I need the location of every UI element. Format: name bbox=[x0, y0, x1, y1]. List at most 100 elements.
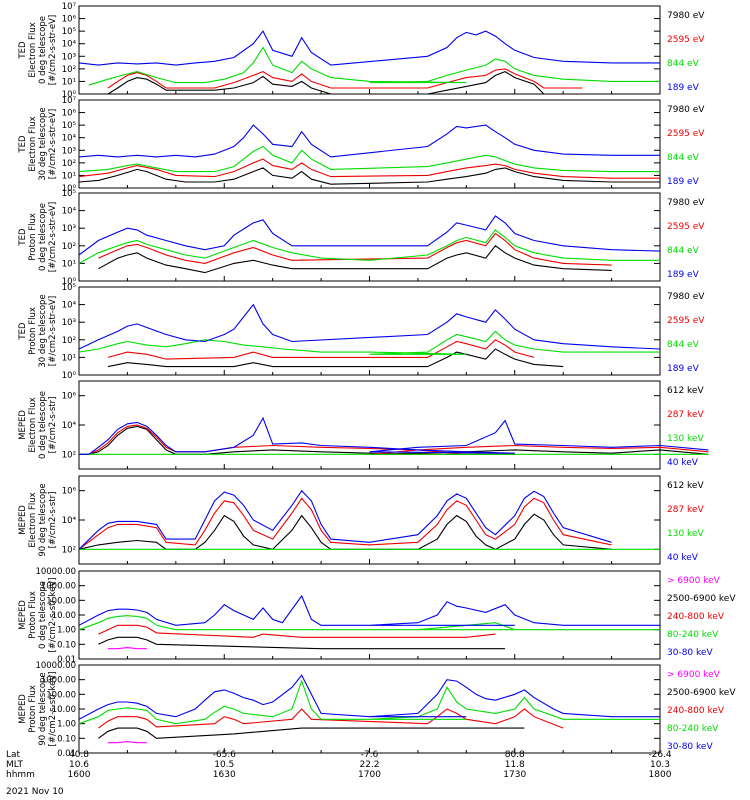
y-tick-label: 10⁴ bbox=[62, 207, 77, 217]
series-line-blue bbox=[78, 594, 660, 626]
y-axis-label-line: Proton Flux bbox=[28, 685, 38, 733]
legend-item-black: 2500-6900 keV bbox=[667, 594, 736, 604]
legend-item-green: 130 keV bbox=[667, 434, 704, 444]
legend-item-blue: 189 eV bbox=[667, 83, 700, 93]
footer-row-label: MLT bbox=[6, 760, 24, 770]
panel-frame bbox=[78, 286, 661, 376]
legend-item-blue: 189 eV bbox=[667, 270, 700, 280]
y-tick-label: 1000.00 bbox=[41, 582, 76, 592]
legend-item-red: 240-800 keV bbox=[667, 706, 725, 716]
y-tick-label: 10⁵ bbox=[62, 283, 76, 293]
series-line-red bbox=[79, 424, 709, 455]
series-line-magenta bbox=[108, 741, 147, 744]
y-tick-label: 10² bbox=[62, 242, 76, 252]
y-axis-label-line: 90 deg telescope bbox=[38, 672, 48, 745]
y-tick-label: 10⁴ bbox=[62, 516, 77, 526]
legend-item-magenta: > 6900 keV bbox=[667, 670, 721, 680]
y-tick-label: 0.10 bbox=[57, 640, 76, 650]
series-line-blue bbox=[78, 303, 661, 350]
y-tick-label: 10⁷ bbox=[62, 96, 77, 106]
footer-mlt-value: 22.2 bbox=[359, 760, 379, 770]
legend-item-red: 2595 eV bbox=[667, 35, 705, 45]
y-tick-label: 1.00 bbox=[57, 720, 76, 730]
y-axis-label-line: 0 deg telescope bbox=[38, 391, 48, 459]
footer-hhmm-value: 1600 bbox=[68, 770, 91, 780]
y-tick-label: 10⁴ bbox=[62, 40, 77, 50]
y-tick-label: 10⁶ bbox=[62, 392, 77, 402]
y-axis-label-line: MEPED bbox=[18, 505, 28, 535]
y-tick-label: 10000.00 bbox=[35, 661, 76, 671]
panel-frame bbox=[78, 5, 661, 95]
legend-item-blue: 189 eV bbox=[667, 364, 700, 374]
series-line-blue bbox=[79, 416, 709, 455]
series-line-green bbox=[88, 46, 660, 86]
footer-mlt-value: 11.8 bbox=[505, 760, 525, 770]
y-tick-label: 10² bbox=[62, 159, 76, 169]
y-tick-label: 10⁴ bbox=[62, 134, 77, 144]
y-tick-label: 0.10 bbox=[57, 734, 76, 744]
footer-lat-value: -65.6 bbox=[213, 750, 237, 760]
y-tick-label: 10² bbox=[62, 450, 76, 460]
y-tick-label: 10⁵ bbox=[62, 27, 76, 37]
panel-frame bbox=[78, 99, 661, 189]
legend-item-blue: 30-80 keV bbox=[667, 648, 713, 658]
legend-item-black: 7980 eV bbox=[667, 292, 705, 302]
y-tick-label: 10⁵ bbox=[62, 189, 76, 199]
series-line-green bbox=[78, 229, 660, 264]
legend-item-black: 612 keV bbox=[667, 386, 704, 396]
legend-item-green: 844 eV bbox=[667, 340, 700, 350]
y-axis-label-line: [#/cm2-s-str-keV] bbox=[48, 672, 58, 747]
y-axis-label-line: Electron Flux bbox=[28, 22, 38, 77]
panel-5: 10² 10⁴ 10⁶ MEPED Electron Flux 0 deg telesco… bbox=[18, 380, 709, 470]
footer-hhmm-value: 1800 bbox=[649, 770, 672, 780]
legend-item-black: 612 keV bbox=[667, 481, 704, 491]
y-axis-label-line: [#/cm2-s-str-eV] bbox=[48, 202, 58, 272]
footer-mlt-value: 10.5 bbox=[214, 760, 234, 770]
y-axis-label-line: Electron Flux bbox=[28, 116, 38, 171]
y-tick-label: 10.00 bbox=[52, 705, 76, 715]
series-line-black bbox=[107, 348, 564, 368]
y-axis-label-line: 0 deg telescope bbox=[38, 581, 48, 649]
legend-item-red: 287 keV bbox=[667, 505, 704, 515]
y-tick-label: 10⁰ bbox=[62, 90, 77, 100]
footer-mlt-value: 10.6 bbox=[69, 760, 89, 770]
footer-mlt-value: 10.3 bbox=[650, 760, 670, 770]
series-line-red bbox=[78, 158, 660, 179]
y-tick-label: 10³ bbox=[62, 318, 76, 328]
footer-lat-value: -26.4 bbox=[648, 750, 672, 760]
legend-item-blue: 40 keV bbox=[667, 553, 699, 563]
y-axis-label-line: MEPED bbox=[18, 600, 28, 630]
footer-hhmm-value: 1630 bbox=[213, 770, 236, 780]
panel-frame bbox=[78, 380, 661, 470]
y-tick-label: 10³ bbox=[62, 52, 76, 62]
series-line-green bbox=[78, 679, 660, 725]
panel-8: 0.01 0.10 1.00 10.00 100.00 1000.00 10000.00 ME… bbox=[18, 661, 736, 759]
y-tick-label: 10² bbox=[62, 545, 76, 555]
series-line-blue bbox=[78, 124, 660, 158]
panel-1: 10⁰ 10¹ 10² 10³ 10⁴ 10⁵ 10⁶ 10⁷ TED Electron Flux… bbox=[18, 2, 705, 100]
panel-frame bbox=[78, 664, 661, 754]
y-tick-label: 10² bbox=[62, 65, 76, 75]
series-line-red bbox=[107, 68, 583, 89]
y-axis-label-line: Proton Flux bbox=[28, 307, 38, 355]
y-axis-label-line: [#/cm2-s-str] bbox=[48, 397, 58, 454]
legend-item-blue: 189 eV bbox=[667, 177, 700, 187]
y-tick-label: 100.00 bbox=[46, 596, 76, 606]
y-axis-label-line: MEPED bbox=[18, 410, 28, 440]
series-line-magenta bbox=[108, 647, 147, 650]
panel-frame bbox=[78, 192, 661, 282]
y-tick-label: 10¹ bbox=[62, 171, 76, 181]
y-axis-label-line: [#/cm2-s-str-eV] bbox=[48, 15, 58, 85]
y-tick-label: 10⁵ bbox=[62, 121, 76, 131]
y-tick-label: 100.00 bbox=[46, 690, 76, 700]
footer-lat-value: 80.8 bbox=[505, 750, 525, 760]
y-tick-label: 10¹ bbox=[62, 77, 76, 87]
series-line-red bbox=[107, 339, 535, 360]
y-tick-label: 0.01 bbox=[57, 749, 76, 759]
legend-item-green: 844 eV bbox=[667, 59, 700, 69]
y-axis-label-line: Electron Flux bbox=[28, 397, 38, 452]
legend-item-red: 240-800 keV bbox=[667, 612, 725, 622]
panel-6: 10² 10⁴ 10⁶ MEPED Electron Flux 90 deg telesc… bbox=[18, 475, 704, 565]
panel-3: 10⁰ 10¹ 10² 10³ 10⁴ 10⁵ TED Proton Flux 0 deg te… bbox=[18, 189, 705, 287]
